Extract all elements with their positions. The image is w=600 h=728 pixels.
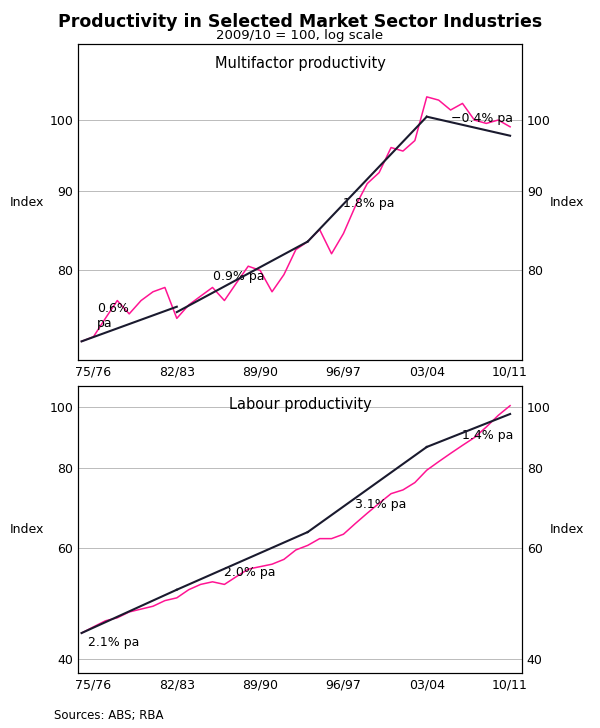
Text: 2.1% pa: 2.1% pa bbox=[88, 636, 139, 649]
Text: Index: Index bbox=[550, 196, 584, 208]
Text: 0.9% pa: 0.9% pa bbox=[212, 270, 264, 283]
Text: 2.0% pa: 2.0% pa bbox=[224, 566, 276, 579]
Text: Multifactor productivity: Multifactor productivity bbox=[215, 56, 385, 71]
Text: Productivity in Selected Market Sector Industries: Productivity in Selected Market Sector I… bbox=[58, 13, 542, 31]
Text: Sources: ABS; RBA: Sources: ABS; RBA bbox=[54, 709, 163, 722]
Text: Index: Index bbox=[550, 523, 584, 536]
Text: Labour productivity: Labour productivity bbox=[229, 397, 371, 412]
Text: Index: Index bbox=[10, 523, 44, 536]
Text: 1.8% pa: 1.8% pa bbox=[343, 197, 395, 210]
Text: Index: Index bbox=[10, 196, 44, 208]
Text: 2009/10 = 100, log scale: 2009/10 = 100, log scale bbox=[217, 29, 383, 42]
Text: 1.4% pa: 1.4% pa bbox=[463, 430, 514, 442]
Text: 0.6%
pa: 0.6% pa bbox=[97, 302, 129, 331]
Text: 3.1% pa: 3.1% pa bbox=[355, 498, 407, 511]
Text: −0.4% pa: −0.4% pa bbox=[451, 112, 512, 125]
